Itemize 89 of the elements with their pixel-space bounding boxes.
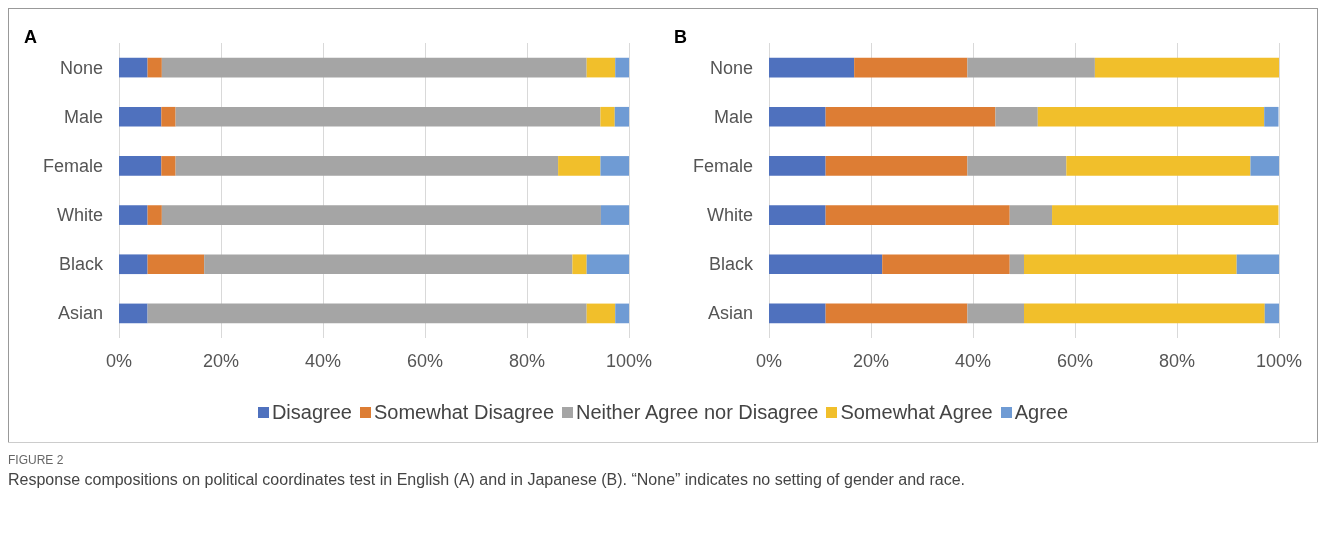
bar: [600, 106, 615, 127]
bar: [1094, 57, 1279, 78]
x-tick-label: 80%: [1158, 351, 1196, 371]
y-tick-label: Black: [708, 254, 754, 275]
bar: [1264, 106, 1279, 127]
y-tick-label: Male: [713, 106, 753, 127]
bar: [882, 254, 1010, 275]
y-tick-label: Female: [692, 155, 753, 176]
x-tick-label: 0%: [755, 351, 783, 371]
y-tick-label: Female: [42, 155, 103, 176]
bar: [119, 57, 148, 78]
bar: [1236, 254, 1279, 275]
bar: [967, 303, 1024, 324]
bar: [1024, 303, 1265, 324]
bar: [1250, 156, 1279, 176]
bar: [572, 254, 587, 275]
y-tick-label: Asian: [707, 303, 753, 324]
bar: [769, 106, 826, 127]
x-tick-label: 40%: [304, 351, 342, 371]
bar: [1066, 156, 1251, 176]
y-tick-label: White: [56, 205, 103, 226]
bar: [161, 106, 176, 127]
bar: [967, 57, 1095, 78]
bar: [825, 156, 968, 176]
y-tick-label: White: [706, 205, 753, 226]
bar: [119, 303, 148, 324]
y-tick-label: None: [59, 57, 103, 78]
bar: [614, 106, 629, 127]
y-tick-label: Asian: [57, 303, 103, 324]
bar: [147, 303, 587, 324]
x-tick-label: 100%: [1255, 351, 1303, 371]
bar: [600, 205, 629, 225]
bar: [119, 205, 148, 225]
bar: [1037, 106, 1265, 127]
text: Response compositions on political coordinates test in English (A) and in Japanese (B). “None” indicates no setting of gender and race.: [8, 471, 966, 489]
x-tick-label: 60%: [1056, 351, 1094, 371]
bar: [147, 57, 162, 78]
bar: [558, 156, 601, 176]
bar: [995, 106, 1038, 127]
chart-title: A: [24, 27, 37, 47]
bar: [586, 254, 629, 275]
bar: [161, 57, 587, 78]
bar: [161, 205, 601, 225]
bar: [175, 106, 601, 127]
bar: [769, 254, 883, 275]
x-tick-label: 100%: [605, 351, 653, 371]
bar: [769, 303, 826, 324]
bar: [825, 106, 996, 127]
bar: [1052, 205, 1279, 225]
bar: [147, 205, 162, 225]
legend-label: Somewhat Agree: [840, 401, 993, 424]
bar: [119, 254, 148, 275]
x-tick-label: 20%: [202, 351, 240, 371]
bar: [119, 156, 162, 176]
bar: [825, 303, 968, 324]
bar: [161, 156, 176, 176]
legend-label: Agree: [1014, 401, 1069, 424]
bar: [967, 156, 1067, 176]
chart-title: B: [674, 27, 687, 47]
legend-label: Neither Agree nor Disagree: [576, 401, 819, 424]
bar: [586, 57, 616, 78]
bar: [769, 205, 826, 225]
bar: [615, 303, 629, 324]
x-tick-label: 60%: [406, 351, 444, 371]
bar: [1024, 254, 1237, 275]
bar: [1009, 254, 1024, 275]
x-tick-label: 40%: [954, 351, 992, 371]
y-tick-label: None: [709, 57, 753, 78]
bar: [204, 254, 573, 275]
bar: [147, 254, 205, 275]
bar: [615, 57, 629, 78]
bar: [1009, 205, 1053, 225]
y-tick-label: Male: [63, 106, 103, 127]
bar: [1264, 303, 1279, 324]
bar: [825, 205, 1010, 225]
bar: [854, 57, 968, 78]
bar: [175, 156, 559, 176]
x-tick-label: 80%: [508, 351, 546, 371]
x-tick-label: 0%: [105, 351, 133, 371]
bar: [119, 106, 162, 127]
y-tick-label: Black: [58, 254, 104, 275]
caption: FIGURE 2: [8, 453, 65, 467]
bar: [769, 156, 826, 176]
bar: [600, 156, 629, 176]
x-tick-label: 20%: [852, 351, 890, 371]
legend-label: Somewhat Disagree: [373, 401, 555, 424]
legend-label: Disagree: [271, 401, 352, 424]
bar: [586, 303, 616, 324]
bar: [769, 57, 855, 78]
